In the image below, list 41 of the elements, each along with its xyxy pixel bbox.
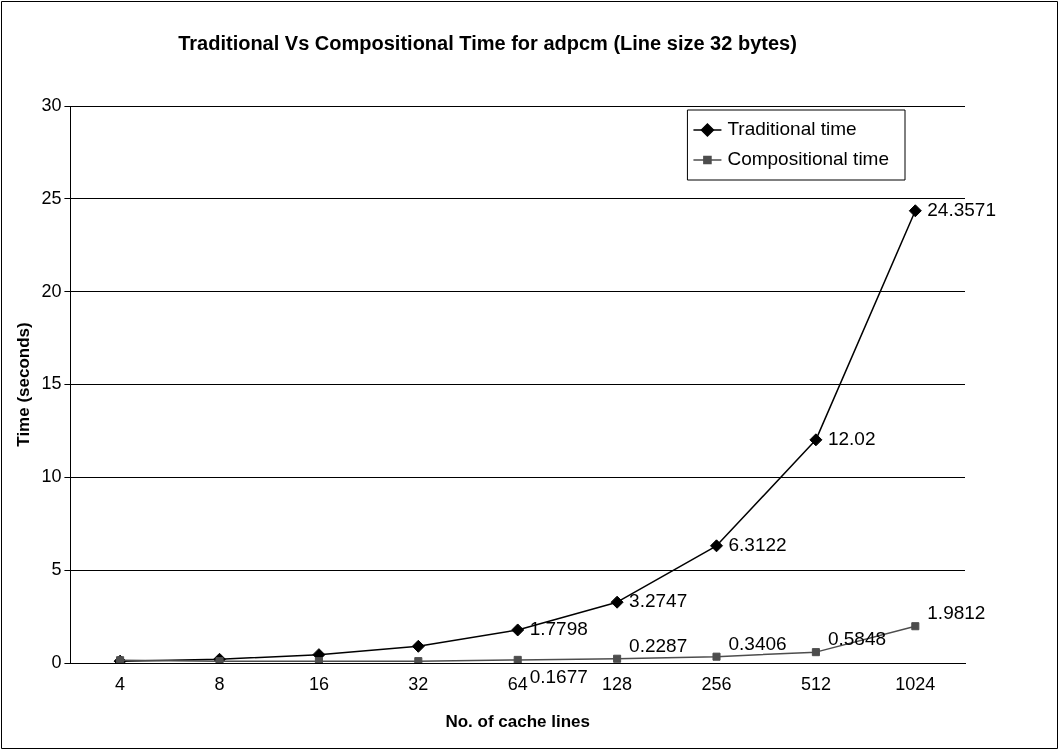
data-label: 0.3406 bbox=[728, 632, 787, 654]
y-tick-label: 20 bbox=[41, 280, 62, 301]
chart-title: Traditional Vs Compositional Time for adpcm (Line size 32 bytes) bbox=[178, 31, 797, 54]
y-tick-label: 25 bbox=[41, 187, 62, 208]
legend-label: Compositional time bbox=[727, 148, 890, 170]
point bbox=[511, 623, 525, 637]
x-tick-label: 16 bbox=[308, 673, 329, 694]
point bbox=[513, 655, 522, 663]
data-label: 1.7798 bbox=[529, 618, 588, 640]
x-tick-label: 64 bbox=[507, 673, 528, 694]
x-tick-label: 1024 bbox=[895, 673, 936, 694]
point bbox=[809, 433, 823, 447]
x-tick-label: 128 bbox=[602, 673, 633, 694]
point bbox=[911, 622, 920, 631]
x-tick-label: 256 bbox=[701, 673, 732, 694]
y-tick-label: 0 bbox=[51, 651, 62, 672]
x-tick-label: 512 bbox=[800, 673, 831, 694]
point bbox=[908, 204, 922, 218]
data-label: 0.1677 bbox=[529, 666, 588, 688]
point bbox=[712, 652, 721, 661]
x-tick-label: 4 bbox=[115, 673, 126, 694]
data-label: 24.3571 bbox=[927, 199, 996, 220]
data-label: 12.02 bbox=[827, 428, 876, 450]
point bbox=[710, 539, 724, 553]
data-label: 6.3122 bbox=[728, 534, 787, 556]
point bbox=[811, 648, 820, 657]
point bbox=[411, 639, 425, 653]
point bbox=[610, 595, 624, 609]
legend-label: Traditional time bbox=[727, 118, 857, 140]
data-label: 0.2287 bbox=[629, 634, 688, 656]
y-tick-label: 15 bbox=[41, 373, 62, 394]
x-tick-label: 8 bbox=[214, 673, 225, 694]
y-tick-label: 30 bbox=[41, 94, 62, 115]
x-tick-label: 32 bbox=[408, 673, 429, 694]
data-label: 1.9812 bbox=[927, 602, 986, 624]
y-tick-label: 5 bbox=[51, 559, 62, 580]
data-label: 3.2747 bbox=[629, 590, 688, 612]
x-axis-title: No. of cache lines bbox=[445, 712, 590, 732]
y-tick-label: 10 bbox=[41, 466, 62, 487]
point bbox=[613, 654, 622, 663]
y-axis-title: Time (seconds) bbox=[13, 322, 33, 447]
